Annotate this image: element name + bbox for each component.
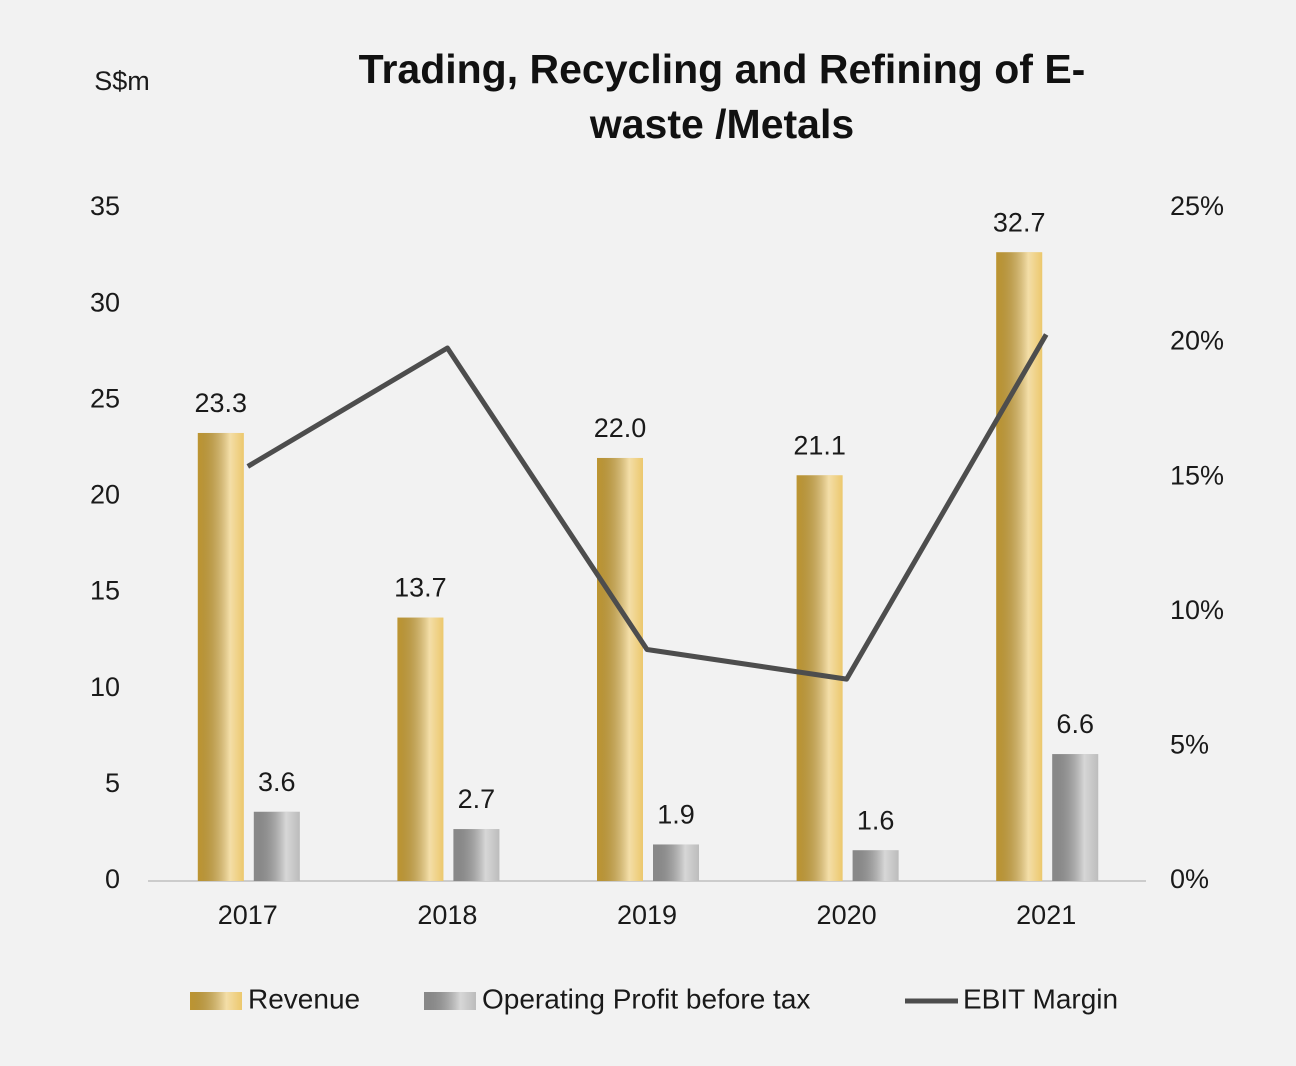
data-label: 3.6: [258, 767, 296, 797]
y-tick-label: 30: [90, 287, 120, 317]
data-label: 32.7: [993, 207, 1046, 237]
y-axis-label: S$m: [94, 66, 150, 96]
bar-highlight: [397, 617, 444, 881]
bar-highlight: [852, 850, 899, 881]
legend-label: Revenue: [248, 983, 360, 1014]
x-tick-label: 2017: [218, 900, 278, 930]
y2-tick-label: 5%: [1170, 730, 1209, 760]
x-tick-label: 2019: [617, 900, 677, 930]
data-label: 1.9: [657, 800, 695, 830]
y-tick-label: 20: [90, 480, 120, 510]
x-tick-label: 2020: [817, 900, 877, 930]
y2-tick-label: 25%: [1170, 191, 1224, 221]
bar-highlight: [253, 811, 300, 881]
y2-tick-label: 20%: [1170, 326, 1224, 356]
y2-tick-label: 0%: [1170, 864, 1209, 894]
legend-swatch-highlight: [424, 992, 476, 1010]
bar-highlight: [1052, 754, 1099, 881]
data-label: 1.6: [857, 805, 895, 835]
x-tick-label: 2018: [417, 900, 477, 930]
data-label: 22.0: [594, 413, 647, 443]
chart-title: Trading, Recycling and Refining of E-was…: [358, 46, 1086, 147]
y-tick-label: 35: [90, 191, 120, 221]
y2-tick-label: 10%: [1170, 595, 1224, 625]
y-tick-label: 25: [90, 383, 120, 413]
y-tick-label: 0: [105, 864, 120, 894]
bar-highlight: [453, 829, 500, 881]
y-tick-label: 15: [90, 576, 120, 606]
legend-label: EBIT Margin: [963, 983, 1118, 1014]
bar-highlight: [197, 432, 244, 881]
data-label: 23.3: [195, 388, 248, 418]
y2-tick-label: 15%: [1170, 460, 1224, 490]
line: [246, 333, 1049, 682]
data-label: 2.7: [458, 784, 496, 814]
bar-highlight: [996, 252, 1043, 881]
legend-swatch-highlight: [190, 992, 242, 1010]
y-tick-label: 5: [105, 768, 120, 798]
legend-label: Operating Profit before tax: [482, 983, 810, 1014]
bar-highlight: [597, 457, 643, 881]
data-label: 21.1: [793, 430, 846, 460]
data-label: 13.7: [394, 573, 447, 603]
x-tick-label: 2021: [1016, 900, 1076, 930]
data-label: 6.6: [1056, 709, 1094, 739]
y-tick-label: 10: [90, 672, 120, 702]
bar-highlight: [653, 844, 699, 881]
